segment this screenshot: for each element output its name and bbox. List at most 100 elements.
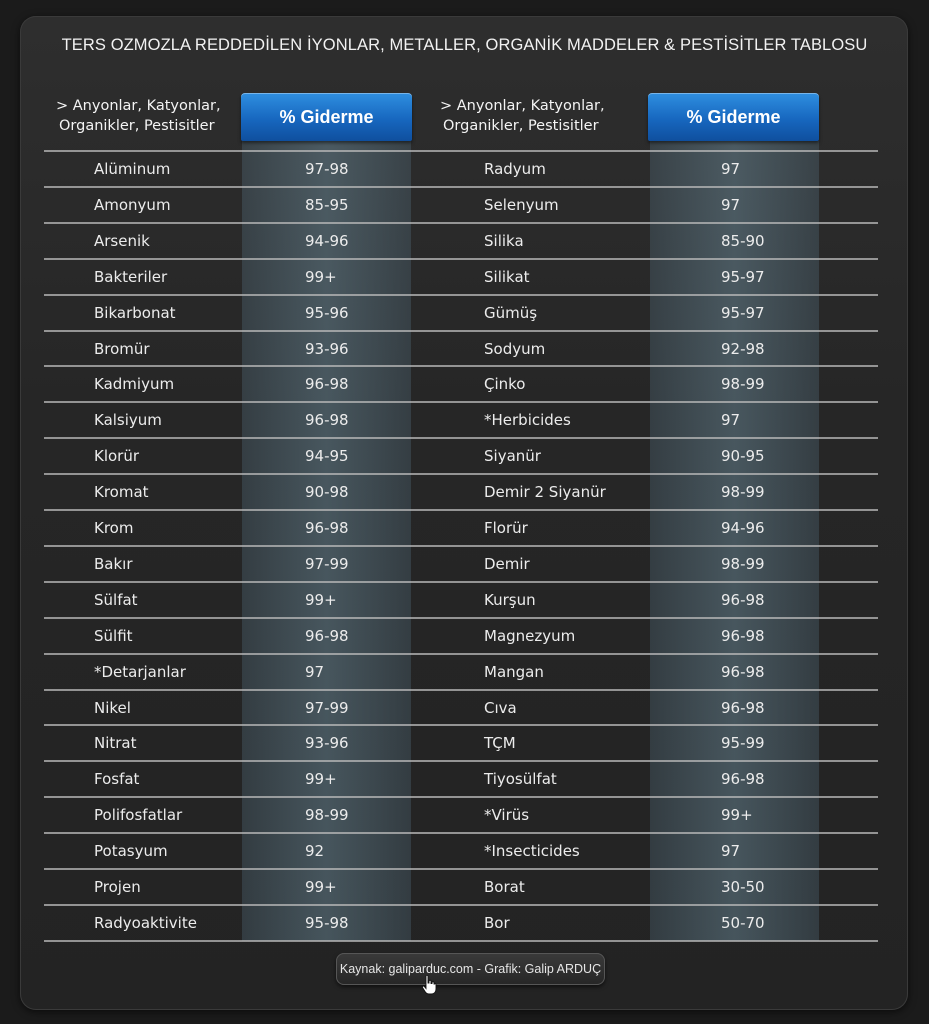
table-cell-removal-percent: 85-95	[305, 195, 349, 214]
table-cell-removal-percent: 94-95	[305, 447, 349, 466]
table-cell-substance: *Insecticides	[484, 842, 580, 861]
table-cell-substance: TÇM	[484, 734, 516, 753]
table-cell-removal-percent: 95-97	[721, 267, 765, 286]
table-cell-removal-percent: 94-96	[721, 519, 765, 537]
table-cell-removal-percent: 96-98	[721, 662, 765, 681]
row-divider	[44, 185, 878, 188]
table-cell-removal-percent: 95-96	[305, 303, 349, 322]
table-cell-removal-percent: 92-98	[721, 339, 765, 358]
table-cell-removal-percent: 90-98	[305, 483, 349, 502]
table-cell-removal-percent: 96-98	[305, 626, 349, 645]
table-cell-substance: Bor	[484, 913, 510, 932]
table-cell-substance: Demir 2 Siyanür	[484, 483, 606, 502]
table-cell-substance: Demir	[484, 554, 530, 573]
table-cell-substance: Amonyum	[94, 195, 171, 214]
table-cell-substance: Nitrat	[94, 734, 137, 753]
table-cell-removal-percent: 99+	[305, 878, 337, 896]
table-cell-substance: Gümüş	[484, 303, 538, 322]
row-divider	[44, 939, 878, 942]
table-cell-substance: *Herbicides	[484, 411, 571, 430]
table-cell-removal-percent: 98-99	[721, 554, 765, 573]
table-cell-removal-percent: 50-70	[721, 913, 765, 932]
table-cell-substance: Tiyosülfat	[484, 770, 557, 789]
table-cell-substance: Arsenik	[94, 231, 150, 250]
table-cell-removal-percent: 98-99	[305, 806, 349, 825]
table-cell-substance: Sodyum	[484, 339, 546, 358]
table-cell-removal-percent: 96-98	[721, 698, 765, 717]
left-column-header: > Anyonlar, Katyonlar, Organikler, Pesti…	[56, 96, 221, 136]
table-cell-removal-percent: 97-99	[305, 698, 349, 717]
left-giderme-header-button: % Giderme	[241, 93, 412, 141]
table-cell-substance: Bikarbonat	[94, 303, 176, 322]
row-divider	[44, 473, 878, 476]
table-cell-substance: Alüminum	[94, 160, 171, 178]
left-value-column-highlight	[242, 141, 411, 941]
table-cell-removal-percent: 99+	[721, 806, 753, 825]
table-cell-removal-percent: 97	[721, 842, 741, 861]
table-cell-substance: Bakır	[94, 554, 133, 573]
right-column-header-line2: Organikler, Pestisitler	[443, 118, 599, 134]
row-divider	[44, 221, 878, 224]
row-divider	[44, 257, 878, 260]
right-column-header-line1: > Anyonlar, Katyonlar,	[440, 98, 605, 114]
table-cell-substance: Kromat	[94, 483, 149, 502]
table-cell-substance: *Virüs	[484, 806, 530, 825]
table-cell-removal-percent: 99+	[305, 590, 337, 609]
table-cell-substance: Silikat	[484, 267, 530, 286]
row-divider	[44, 903, 878, 906]
table-cell-substance: Kalsiyum	[94, 411, 162, 430]
table-cell-removal-percent: 96-98	[721, 626, 765, 645]
row-divider	[44, 437, 878, 440]
row-divider	[44, 293, 878, 296]
table-cell-substance: Florür	[484, 519, 528, 537]
table-cell-substance: Sülfit	[94, 626, 133, 645]
table-cell-substance: Sülfat	[94, 590, 138, 609]
table-cell-removal-percent: 93-96	[305, 734, 349, 753]
page-title: TERS OZMOZLA REDDEDİLEN İYONLAR, METALLE…	[61, 36, 868, 54]
table-cell-removal-percent: 97	[721, 160, 741, 178]
table-cell-removal-percent: 90-95	[721, 447, 765, 466]
table-cell-substance: Bakteriler	[94, 267, 168, 286]
row-divider	[44, 509, 878, 511]
table-cell-removal-percent: 97	[721, 411, 741, 430]
table-cell-removal-percent: 96-98	[721, 770, 765, 789]
row-divider	[44, 329, 878, 332]
row-divider	[44, 796, 878, 799]
table-cell-substance: Klorür	[94, 447, 140, 466]
table-cell-substance: Borat	[484, 878, 525, 896]
table-cell-removal-percent: 96-98	[305, 519, 349, 537]
table-cell-substance: Cıva	[484, 698, 517, 717]
row-divider	[44, 580, 878, 583]
source-credit-button[interactable]: Kaynak: galiparduc.com - Grafik: Galip A…	[336, 953, 605, 985]
table-cell-substance: Polifosfatlar	[94, 806, 183, 825]
row-divider	[44, 760, 878, 763]
table-cell-removal-percent: 98-99	[721, 483, 765, 502]
table-cell-substance: Radyum	[484, 160, 546, 178]
table-cell-substance: Kurşun	[484, 590, 536, 609]
table-cell-removal-percent: 95-97	[721, 303, 765, 322]
table-cell-substance: Nikel	[94, 698, 131, 717]
table-cell-substance: Siyanür	[484, 447, 541, 466]
main-panel	[20, 16, 908, 1010]
row-divider	[44, 544, 878, 547]
right-column-header: > Anyonlar, Katyonlar, Organikler, Pesti…	[440, 96, 605, 136]
table-cell-substance: *Detarjanlar	[94, 662, 186, 681]
table-cell-substance: Mangan	[484, 662, 544, 681]
row-divider	[44, 401, 878, 404]
table-cell-removal-percent: 99+	[305, 770, 337, 789]
table-cell-substance: Radyoaktivite	[94, 913, 197, 932]
row-divider	[44, 868, 878, 870]
table-cell-removal-percent: 96-98	[721, 590, 765, 609]
table-cell-removal-percent: 97	[305, 662, 325, 681]
table-cell-removal-percent: 30-50	[721, 878, 765, 896]
table-cell-removal-percent: 85-90	[721, 231, 765, 250]
row-divider	[44, 652, 878, 655]
row-divider	[44, 616, 878, 619]
table-cell-substance: Fosfat	[94, 770, 140, 789]
table-cell-removal-percent: 92	[305, 842, 325, 861]
table-cell-removal-percent: 97	[721, 195, 741, 214]
table-cell-removal-percent: 93-96	[305, 339, 349, 358]
table-cell-substance: Kadmiyum	[94, 375, 175, 394]
table-cell-removal-percent: 97-98	[305, 160, 349, 178]
table-cell-substance: Bromür	[94, 339, 150, 358]
